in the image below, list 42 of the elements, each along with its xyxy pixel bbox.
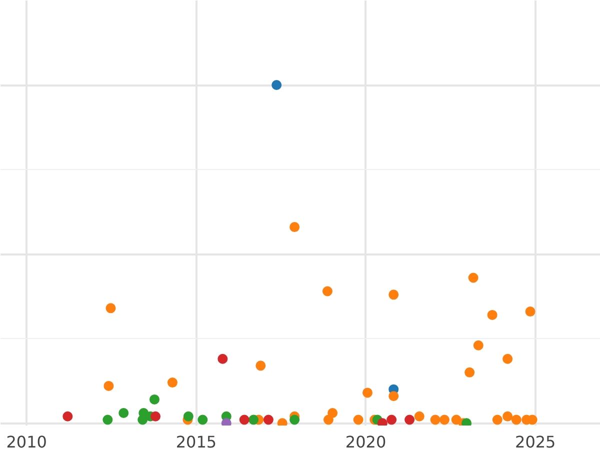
point [502, 354, 513, 364]
x-tick-label: 2015 [176, 432, 217, 450]
point [256, 360, 266, 371]
point [198, 414, 208, 425]
point [290, 222, 300, 232]
point [502, 411, 513, 422]
point [118, 408, 129, 418]
point [102, 414, 113, 425]
point [106, 303, 116, 314]
point [430, 414, 440, 425]
point [322, 286, 332, 296]
point [362, 388, 372, 398]
point [328, 408, 338, 418]
point [263, 414, 274, 425]
point [150, 411, 161, 422]
point [404, 414, 415, 425]
point [62, 411, 73, 422]
point [388, 391, 399, 402]
point [492, 414, 502, 425]
point [487, 310, 498, 320]
point [272, 80, 282, 90]
point [218, 354, 228, 364]
point [439, 414, 450, 425]
x-tick-label: 2020 [345, 432, 386, 450]
point [525, 306, 536, 317]
point [167, 378, 178, 388]
point [386, 414, 397, 425]
point [248, 414, 259, 425]
point [104, 380, 114, 391]
point [183, 411, 194, 422]
x-tick-label: 2025 [515, 432, 556, 450]
point [473, 340, 484, 350]
point [511, 414, 522, 425]
point [414, 411, 424, 422]
point [464, 367, 475, 378]
point [388, 290, 399, 300]
point [353, 414, 364, 425]
x-tick-label: 2010 [6, 432, 47, 450]
point [239, 414, 250, 425]
point [290, 414, 300, 425]
point [149, 394, 160, 404]
point [468, 272, 478, 283]
